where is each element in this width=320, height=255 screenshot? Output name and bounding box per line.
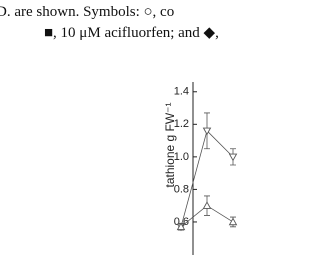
page: D. are shown. Symbols: ○, co ■, 10 μM ac… [0,4,238,255]
data-point [228,153,238,162]
y-tick-label: 1.4 [174,86,189,98]
caption-line: D. are shown. Symbols: ○, co [0,4,174,20]
data-point [202,127,212,136]
y-tick-label: 0.8 [174,183,189,195]
y-tick-label: 1.0 [174,151,189,163]
y-tick-label: 1.2 [174,118,189,130]
data-point [202,201,212,209]
caption-line: ■, 10 μM acifluorfen; and ◆, [44,25,219,41]
data-point [228,217,238,226]
y-axis-label: tathione g FW⁻¹ [163,102,177,187]
data-point [176,222,186,231]
